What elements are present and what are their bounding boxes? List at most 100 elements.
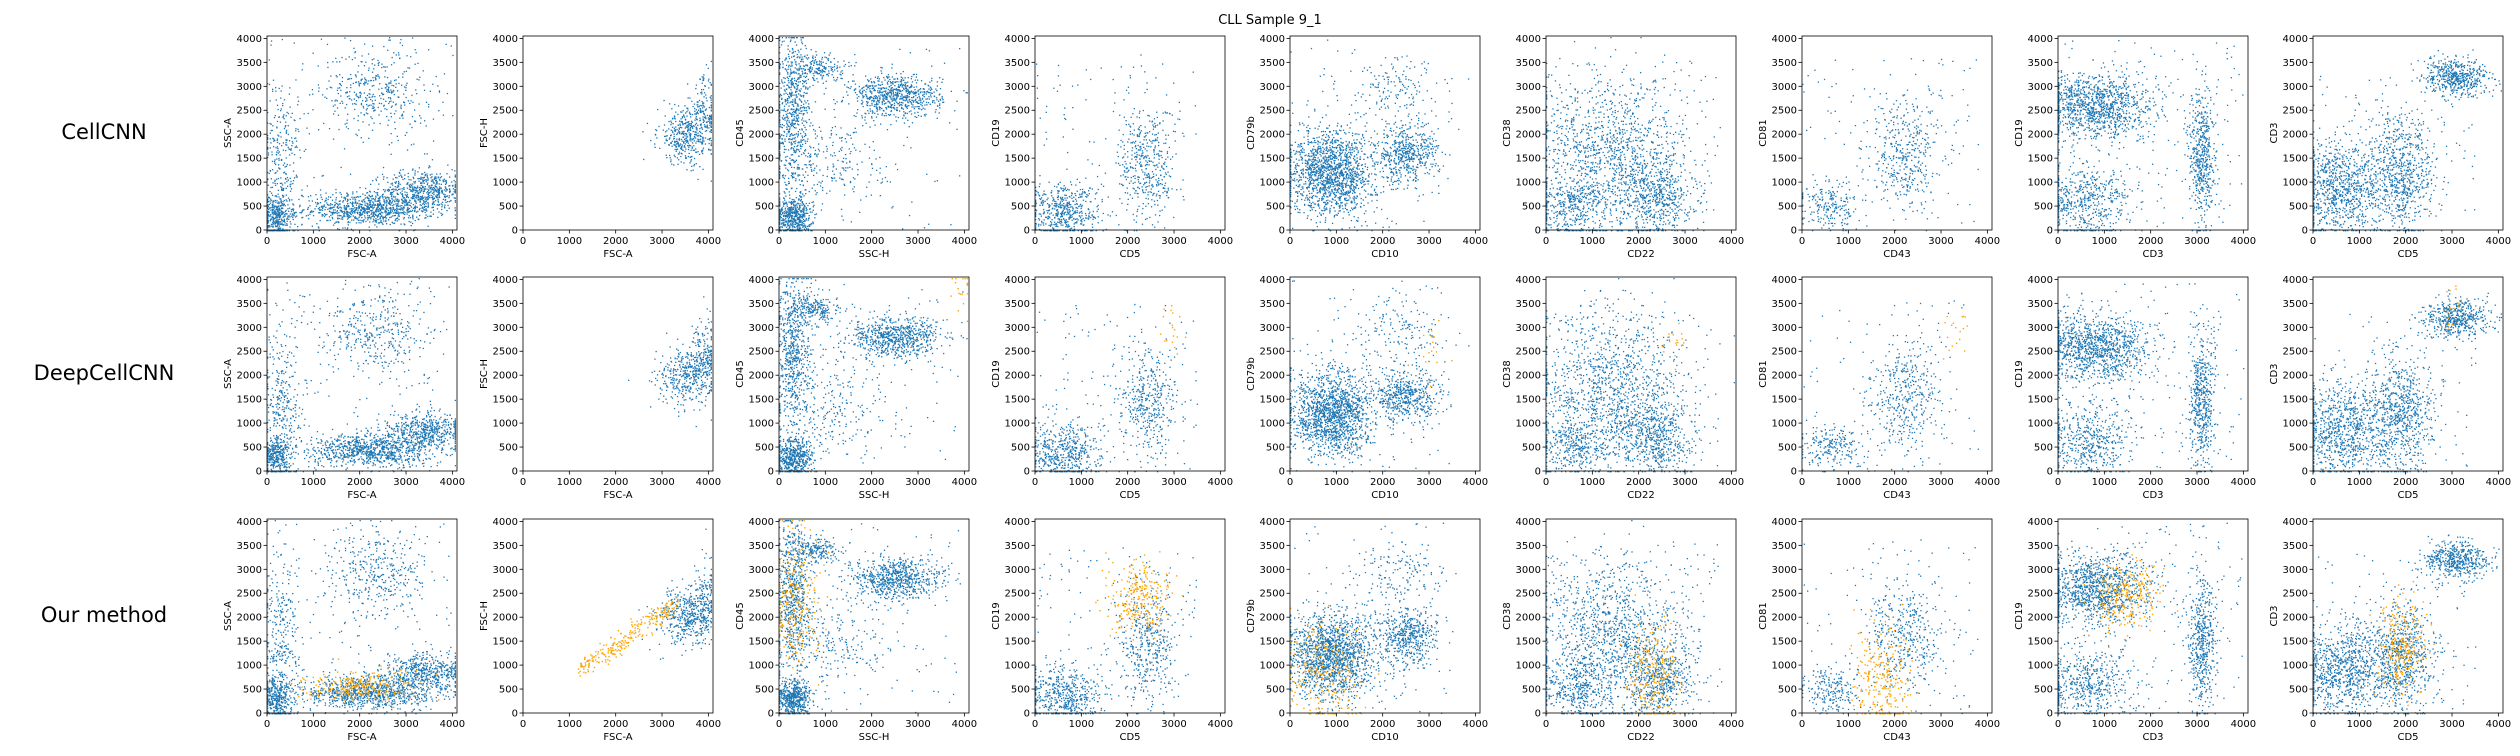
scatter-point	[395, 220, 396, 221]
scatter-point	[670, 159, 671, 160]
scatter-point	[415, 89, 416, 90]
scatter-point	[404, 175, 405, 176]
scatter-point	[396, 213, 397, 214]
scatter-point	[362, 79, 363, 80]
scatter-point	[356, 207, 357, 208]
scatter-point	[711, 114, 712, 115]
scatter-point	[423, 200, 424, 201]
scatter-point	[287, 164, 288, 165]
scatter-point	[695, 88, 696, 89]
scatter-point	[313, 211, 314, 212]
x-tick-label: 3000	[393, 236, 418, 247]
scatter-point	[705, 94, 706, 95]
scatter-point	[355, 74, 356, 75]
scatter-point	[322, 210, 323, 211]
scatter-point	[421, 188, 422, 189]
scatter-point	[435, 180, 436, 181]
scatter-point	[672, 132, 673, 133]
scatter-point	[398, 214, 399, 215]
scatter-point	[698, 141, 699, 142]
scatter-point	[405, 202, 406, 203]
scatter-point	[311, 210, 312, 211]
scatter-point	[443, 199, 444, 200]
scatter-point	[433, 189, 434, 190]
scatter-point	[277, 226, 278, 227]
scatter-point	[396, 208, 397, 209]
scatter-point	[419, 103, 420, 104]
scatter-point	[280, 97, 281, 98]
scatter-point	[310, 195, 311, 196]
scatter-point	[391, 133, 392, 134]
scatter-point	[386, 204, 387, 205]
scatter-point	[433, 192, 434, 193]
scatter-point	[415, 220, 416, 221]
scatter-point	[427, 216, 428, 217]
scatter-point	[685, 149, 686, 150]
scatter-point	[378, 184, 379, 185]
scatter-point	[386, 223, 387, 224]
scatter-point	[419, 178, 420, 179]
scatter-point	[414, 210, 415, 211]
scatter-point	[388, 213, 389, 214]
scatter-point	[451, 45, 452, 46]
scatter-point	[274, 224, 275, 225]
scatter-point	[268, 197, 269, 198]
scatter-point	[432, 159, 433, 160]
scatter-point	[368, 68, 369, 69]
scatter-point	[408, 217, 409, 218]
scatter-point	[435, 190, 436, 191]
scatter-point	[273, 212, 274, 213]
scatter-point	[396, 205, 397, 206]
scatter-point	[391, 92, 392, 93]
scatter-point	[789, 58, 790, 59]
scatter-point	[435, 185, 436, 186]
scatter-point	[347, 120, 348, 121]
scatter-point	[313, 215, 314, 216]
scatter-point	[360, 92, 361, 93]
scatter-point	[705, 143, 706, 144]
scatter-point	[297, 129, 298, 130]
scatter-point	[290, 178, 291, 179]
scatter-point	[371, 206, 372, 207]
scatter-point	[272, 187, 273, 188]
scatter-point	[269, 225, 270, 226]
scatter-point	[272, 91, 273, 92]
scatter-point	[351, 214, 352, 215]
scatter-point	[278, 221, 279, 222]
scatter-point	[275, 115, 276, 116]
scatter-point	[335, 209, 336, 210]
scatter-point	[676, 146, 677, 147]
scatter-point	[382, 224, 383, 225]
scatter-point	[433, 202, 434, 203]
scatter-point	[695, 132, 696, 133]
scatter-point	[444, 189, 445, 190]
scatter-point	[315, 202, 316, 203]
scatter-point	[390, 40, 391, 41]
scatter-point	[269, 226, 270, 227]
scatter-point	[409, 68, 410, 69]
scatter-point	[341, 218, 342, 219]
scatter-point	[805, 102, 806, 103]
scatter-point	[356, 218, 357, 219]
scatter-point	[672, 146, 673, 147]
scatter-point	[272, 195, 273, 196]
scatter-point	[711, 140, 712, 141]
scatter-point	[391, 202, 392, 203]
scatter-point	[342, 103, 343, 104]
scatter-point	[447, 201, 448, 202]
scatter-point	[402, 73, 403, 74]
scatter-point	[390, 101, 391, 102]
scatter-point	[361, 104, 362, 105]
scatter-point	[388, 210, 389, 211]
scatter-point	[353, 118, 354, 119]
scatter-point	[414, 194, 415, 195]
scatter-point	[326, 98, 327, 99]
scatter-point	[271, 124, 272, 125]
scatter-point	[412, 116, 413, 117]
scatter-point	[361, 210, 362, 211]
scatter-point	[347, 114, 348, 115]
scatter-point	[684, 123, 685, 124]
scatter-point	[367, 83, 368, 84]
scatter-point	[666, 157, 667, 158]
scatter-point	[397, 136, 398, 137]
